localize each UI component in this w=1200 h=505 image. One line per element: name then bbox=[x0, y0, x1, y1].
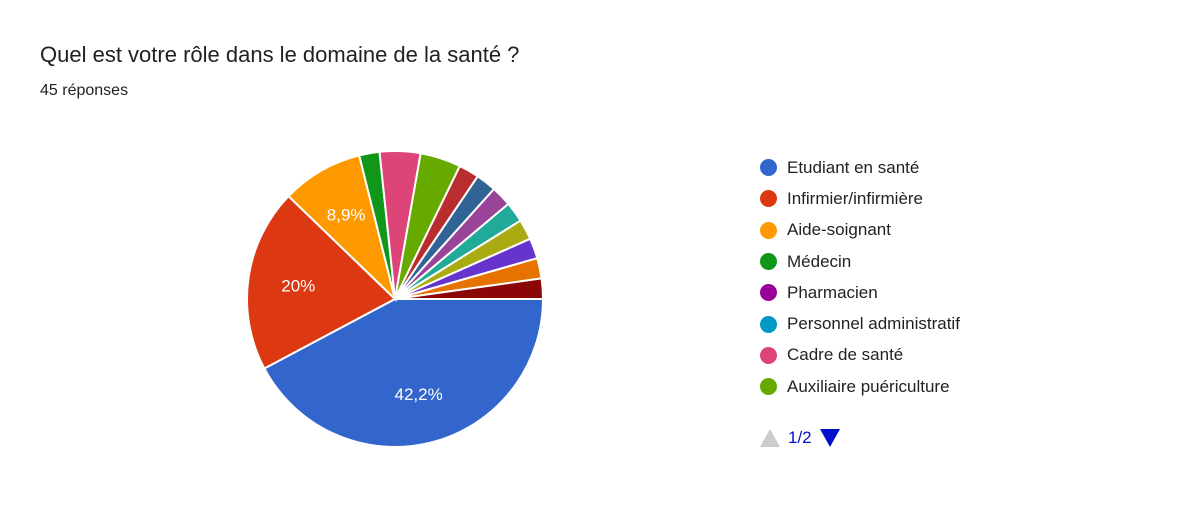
legend-item[interactable]: Auxiliaire puériculture bbox=[760, 371, 960, 402]
pie-slice[interactable] bbox=[394, 277, 545, 300]
legend-swatch bbox=[760, 284, 777, 302]
legend-label: Personnel administratif bbox=[787, 314, 960, 334]
next-page-icon[interactable] bbox=[819, 429, 840, 447]
legend-item[interactable]: Médecin bbox=[760, 246, 960, 277]
legend-label: Aide-soignant bbox=[787, 220, 891, 240]
legend-item[interactable]: Etudiant en santé bbox=[760, 152, 960, 183]
pie-slice[interactable] bbox=[287, 154, 397, 303]
legend-label: Etudiant en santé bbox=[787, 157, 920, 177]
legend-swatch bbox=[760, 378, 777, 396]
legend-pager: 1/2 bbox=[760, 428, 840, 448]
legend-label: Pharmacien bbox=[787, 282, 878, 302]
response-count: 45 réponses bbox=[40, 82, 129, 99]
legend-swatch bbox=[760, 346, 777, 364]
slice-label: 8,9% bbox=[327, 205, 366, 224]
page-indicator: 1/2 bbox=[788, 428, 812, 447]
slice-label: 42,2% bbox=[395, 385, 443, 404]
legend-item[interactable]: Pharmacien bbox=[760, 277, 960, 308]
legend-label: Cadre de santé bbox=[787, 345, 904, 365]
legend-label: Médecin bbox=[787, 251, 852, 271]
pie-slice[interactable] bbox=[246, 194, 397, 370]
legend-swatch bbox=[760, 253, 777, 271]
legend-swatch bbox=[760, 159, 777, 177]
legend: Etudiant en santé Infirmier/infirmière Aid… bbox=[760, 152, 960, 402]
legend-swatch bbox=[760, 221, 777, 239]
slice-label: 20% bbox=[281, 276, 315, 295]
legend-label: Auxiliaire puériculture bbox=[787, 376, 950, 396]
previous-page-icon[interactable] bbox=[760, 429, 780, 447]
legend-swatch bbox=[760, 315, 777, 333]
legend-label: Infirmier/infirmière bbox=[787, 188, 924, 208]
legend-swatch bbox=[760, 190, 777, 208]
legend-item[interactable]: Personnel administratif bbox=[760, 308, 960, 339]
question-title: Quel est votre rôle dans le domaine de l… bbox=[40, 42, 520, 67]
legend-item[interactable]: Cadre de santé bbox=[760, 340, 960, 371]
legend-item[interactable]: Aide-soignant bbox=[760, 215, 960, 246]
legend-item[interactable]: Infirmier/infirmière bbox=[760, 183, 960, 214]
pie-slice[interactable] bbox=[262, 298, 545, 448]
